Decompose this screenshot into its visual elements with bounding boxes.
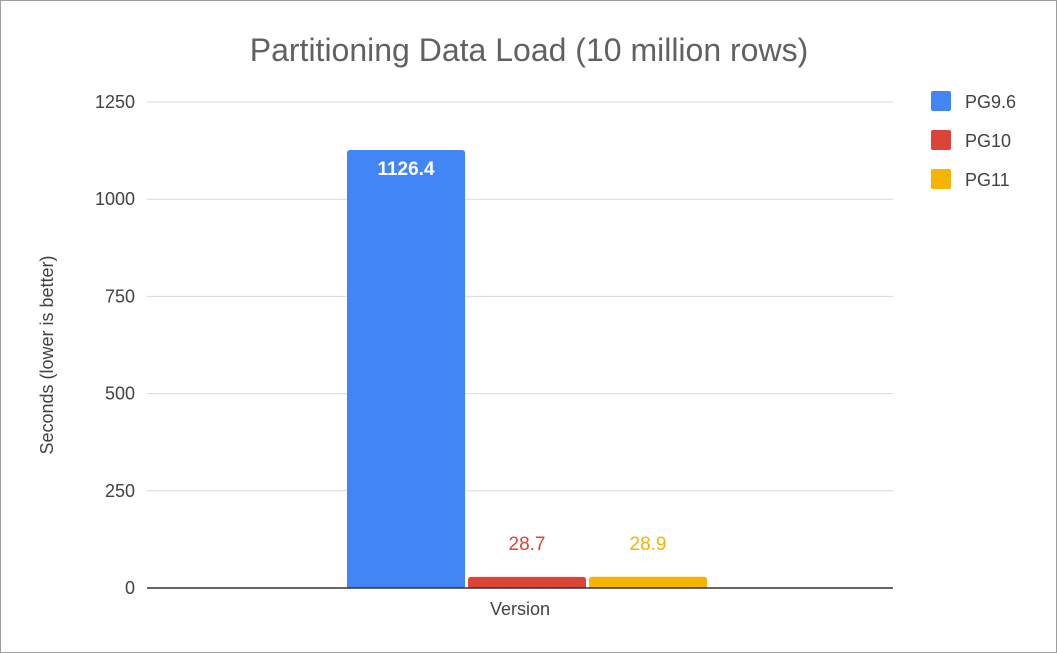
legend-label: PG11	[965, 170, 1010, 190]
bars	[347, 150, 707, 589]
y-axis-title: Seconds (lower is better)	[37, 255, 57, 454]
legend-label: PG10	[965, 131, 1011, 151]
data-label: 28.9	[630, 534, 667, 555]
data-labels: 1126.4 28.7 28.9	[377, 159, 666, 555]
bar-pg11	[589, 576, 707, 588]
chart-title: Partitioning Data Load (10 million rows)	[250, 32, 808, 68]
y-axis-ticks: 0 250 500 750 1000 1250	[95, 92, 135, 598]
data-label: 28.7	[509, 534, 546, 555]
y-tick-label: 500	[105, 384, 135, 404]
bar-pg9-6	[347, 150, 465, 589]
y-tick-label: 1000	[95, 189, 135, 209]
legend-swatch	[931, 130, 951, 150]
gridlines	[147, 101, 893, 492]
legend-swatch	[931, 91, 951, 111]
legend: PG9.6 PG10 PG11	[931, 91, 1016, 190]
legend-label: PG9.6	[965, 92, 1016, 112]
y-tick-label: 1250	[95, 92, 135, 112]
legend-swatch	[931, 169, 951, 189]
y-tick-label: 250	[105, 481, 135, 501]
x-axis-title: Version	[490, 599, 550, 619]
y-tick-label: 750	[105, 286, 135, 306]
y-tick-label: 0	[125, 578, 135, 598]
data-label: 1126.4	[377, 159, 434, 180]
bar-pg10	[468, 576, 586, 588]
